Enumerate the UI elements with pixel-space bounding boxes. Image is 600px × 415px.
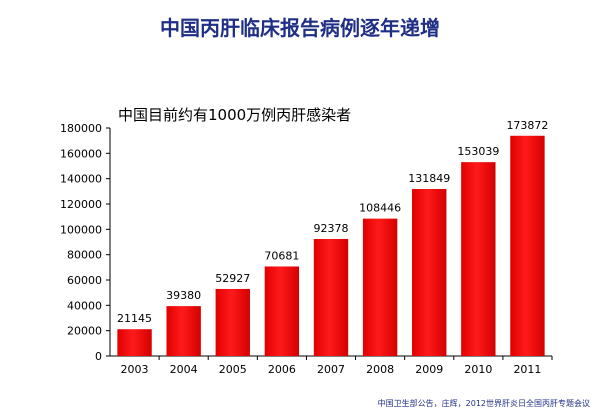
x-tick-label: 2004 [170,363,198,376]
data-label: 153039 [457,145,499,158]
data-label: 92378 [314,222,349,235]
bar [264,266,300,356]
data-label: 173872 [506,119,548,132]
chart-labels: 21145 2003 39380 2004 52927 2005 70681 2006 9237… [117,119,548,376]
page-title: 中国丙肝临床报告病例逐年递增 [160,16,440,40]
x-tick-label: 2003 [121,363,149,376]
bar [461,162,496,356]
y-tick-label: 80000 [67,249,102,262]
x-tick-label: 2010 [464,363,492,376]
bar [313,238,349,356]
data-label: 131849 [408,172,450,185]
y-tick-label: 100000 [60,223,102,236]
y-tick-label: 60000 [67,274,102,287]
y-tick-label: 160000 [60,147,102,160]
bar [117,329,152,356]
data-label: 21145 [117,312,152,325]
chart-subtitle: 中国目前约有1000万例丙肝感染者 [118,106,352,124]
source-note: 中国卫生部公告，庄辉，2012世界肝炎日全国丙肝专题会议 [377,399,590,408]
data-label: 108446 [359,202,401,215]
chart-axes: 0 20000 40000 60000 80000 100000 120000 140000 1… [60,122,553,363]
x-tick-label: 2005 [219,363,247,376]
x-tick-label: 2009 [415,363,443,376]
x-tick-label: 2008 [366,363,394,376]
data-label: 52927 [215,272,250,285]
y-tick-label: 180000 [60,122,102,135]
bar [362,218,398,356]
y-tick-label: 40000 [67,299,102,312]
y-tick-label: 0 [95,350,102,363]
chart-bars [117,135,545,356]
x-tick-label: 2006 [268,363,296,376]
data-label: 39380 [166,289,201,302]
bar [510,135,545,356]
y-tick-label: 20000 [67,325,102,338]
bar [166,306,201,356]
x-tick-label: 2007 [317,363,345,376]
y-tick-label: 140000 [60,173,102,186]
bar [215,288,250,356]
y-tick-label: 120000 [60,198,102,211]
bar [412,188,447,356]
x-tick-label: 2011 [513,363,541,376]
data-label: 70681 [264,249,299,262]
